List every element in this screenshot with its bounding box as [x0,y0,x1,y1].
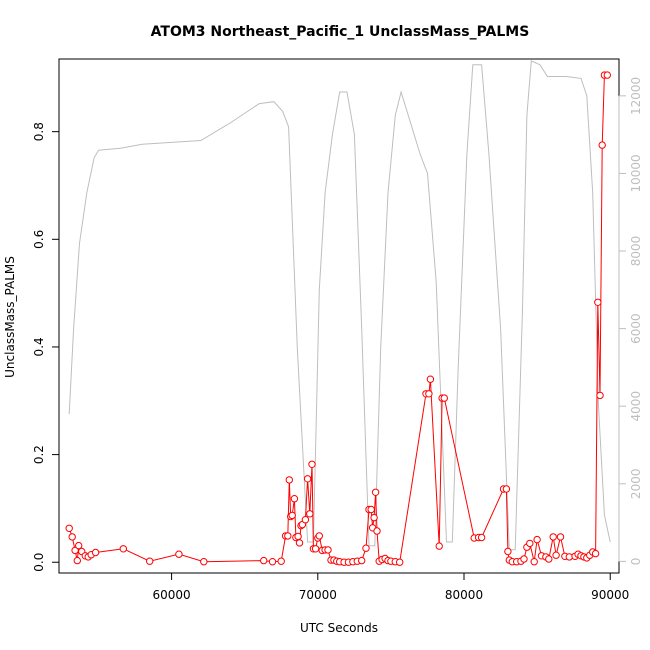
data-point-78 [520,555,528,563]
data-point-101 [598,141,606,149]
data-point-72 [502,485,511,493]
data-point-81 [530,558,538,566]
primary-series [65,71,611,566]
y2-tick-label-4000: 4000 [629,391,643,422]
data-point-30 [306,510,314,518]
data-point-14 [260,556,268,565]
x-tick-label-80000: 80000 [445,588,483,602]
data-point-63 [425,390,433,398]
data-point-29 [303,475,312,483]
data-point-21 [288,511,296,520]
data-point-3 [73,556,82,565]
y2-axis: 0 2000 4000 6000 8000 10000 12000 [618,77,643,566]
data-point-1 [68,533,76,541]
data-point-61 [396,558,404,566]
data-point-13 [200,558,208,566]
data-point-99 [594,298,602,306]
data-point-85 [545,555,553,563]
data-point-22 [290,495,299,503]
data-point-28 [301,516,310,524]
y-axis: 0.0 0.2 0.4 0.6 0.8 [32,122,60,572]
y2-tick-label-8000: 8000 [629,236,643,267]
data-point-80 [526,539,534,548]
data-point-88 [556,533,565,541]
data-point-18 [284,532,292,540]
y-tick-label-0: 0.0 [32,553,46,572]
y2-tick-label-12000: 12000 [629,77,643,115]
data-point-24 [294,532,302,541]
y-tick-label-0.4: 0.4 [32,337,46,356]
data-point-11 [146,557,154,565]
data-point-19 [285,476,293,484]
y2-tick-label-6000: 6000 [629,313,643,344]
data-point-38 [324,546,332,554]
data-point-16 [277,557,285,565]
secondary-series-line [68,60,611,551]
data-point-33 [311,545,320,553]
y-tick-label-0.2: 0.2 [32,445,46,464]
data-point-47 [358,556,366,565]
x-tick-label-70000: 70000 [299,588,337,602]
data-point-31 [308,460,316,468]
data-point-65 [435,542,443,550]
data-point-12 [175,550,183,558]
data-point-73 [504,547,512,556]
y-axis-label: UnclassMass_PALMS [3,256,17,378]
data-point-100 [596,391,604,400]
x-tick-label-60000: 60000 [152,588,190,602]
data-point-52 [370,513,378,522]
y-tick-label-0.8: 0.8 [32,122,46,141]
data-point-35 [315,532,323,540]
data-point-0 [65,524,73,532]
data-point-4 [75,541,83,550]
data-point-10 [119,545,128,553]
data-point-25 [295,539,304,547]
data-point-67 [440,394,448,402]
x-axis-label: UTC Seconds [300,621,378,635]
x-axis: 60000 70000 80000 90000 [152,572,629,602]
secondary-series [68,60,611,551]
data-point-87 [552,551,560,559]
y2-tick-label-2000: 2000 [629,469,643,500]
y-tick-label-0.6: 0.6 [32,230,46,249]
y2-tick-label-10000: 10000 [629,154,643,192]
x-tick-label-90000: 90000 [591,588,629,602]
data-point-48 [362,544,370,552]
data-point-86 [549,533,557,541]
data-point-50 [367,505,375,514]
data-point-53 [371,488,380,496]
plot-frame [58,58,620,574]
data-point-103 [603,71,611,79]
data-point-9 [91,548,100,557]
data-point-98 [591,549,600,558]
data-point-70 [477,533,486,542]
data-point-15 [268,558,277,566]
y2-tick-label-0: 0 [629,558,643,566]
chart-title: ATOM3 Northeast_Pacific_1 UnclassMass_PA… [151,24,530,40]
data-point-54 [373,527,381,535]
data-point-64 [426,375,435,383]
data-point-82 [533,535,541,544]
